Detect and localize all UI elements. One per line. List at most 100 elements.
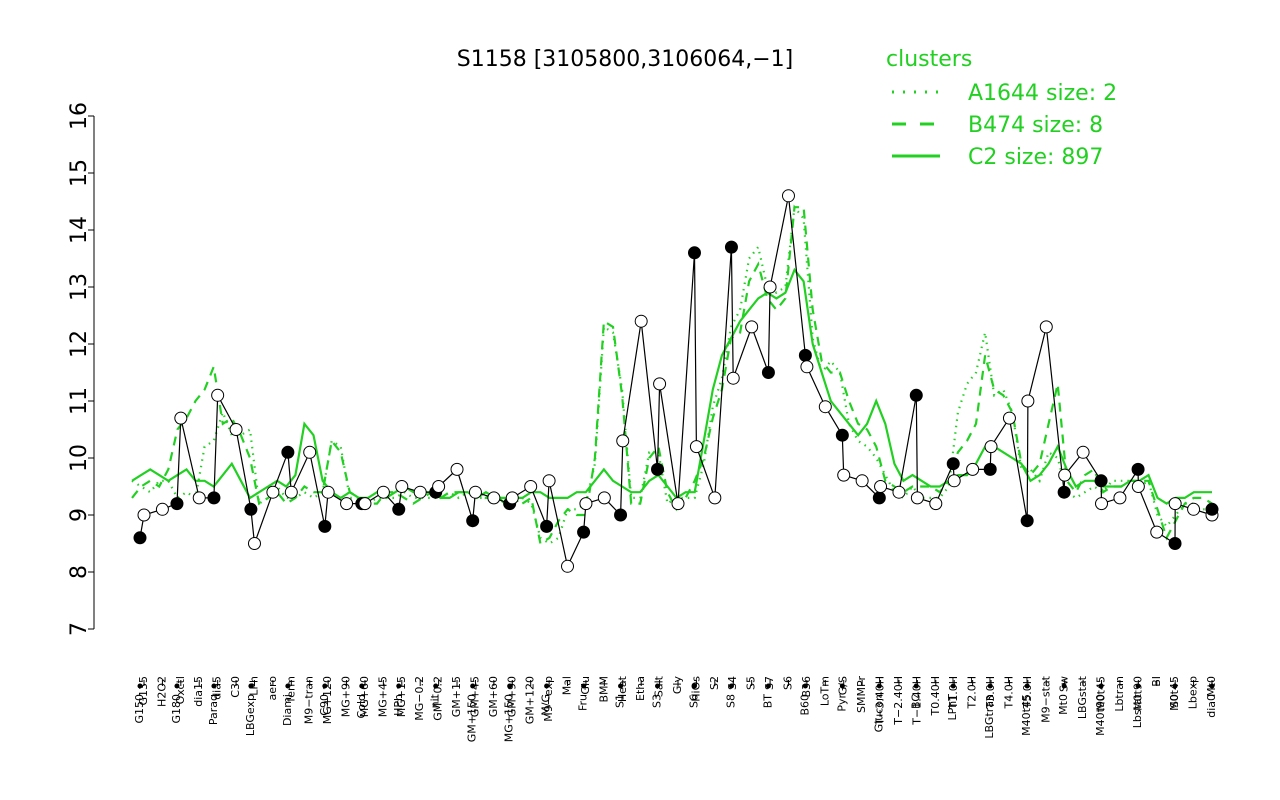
data-point <box>376 485 390 499</box>
x-tick-label: LBGstat <box>1076 675 1089 719</box>
x-tick-label: S0 <box>1168 694 1181 708</box>
data-point <box>1094 474 1108 488</box>
x-tick-label: Paraq <box>207 694 220 725</box>
x-tick-dot <box>876 683 882 689</box>
x-tick-label: S6 <box>781 676 794 690</box>
x-tick-label: Glucon <box>872 694 885 732</box>
data-point <box>1002 411 1016 425</box>
series-line-dashed <box>131 206 1213 546</box>
x-tick-dot <box>950 683 956 689</box>
x-tick-dot <box>987 683 993 689</box>
x-tick-dot <box>1098 683 1104 689</box>
x-tick-label: Lbtran <box>1113 676 1126 712</box>
x-tick-dot <box>470 683 476 689</box>
data-point <box>318 519 332 533</box>
y-tick-label: 15 <box>67 159 92 187</box>
legend-entry-b474: B474 size: 8 <box>968 113 1103 138</box>
x-tick-label: Heat <box>616 675 629 702</box>
x-tick-label: M0t45 <box>1095 676 1108 711</box>
x-tick-dot <box>359 683 365 689</box>
x-tick-dot <box>507 683 513 689</box>
data-point <box>689 440 703 454</box>
data-point <box>1021 394 1035 408</box>
data-point <box>155 502 169 516</box>
x-tick-label: G180 <box>170 694 183 724</box>
x-tick-dot <box>1135 683 1141 689</box>
x-tick-label: S6 <box>687 694 700 708</box>
x-tick-label: Mal <box>561 676 574 695</box>
x-tick-label: BT <box>761 694 774 709</box>
data-point <box>432 480 446 493</box>
data-point <box>303 445 317 459</box>
x-tick-label: MG−0.2 <box>413 676 426 721</box>
data-point <box>1113 491 1127 505</box>
y-tick-label: 9 <box>67 508 92 522</box>
x-tick-label: M40t45 <box>1020 694 1033 736</box>
data-point <box>321 485 335 499</box>
x-tick-label: S2 <box>708 676 721 690</box>
data-point <box>207 491 221 505</box>
x-tick-label: T0.40H <box>929 676 942 716</box>
x-tick-label: S3 <box>651 694 664 708</box>
x-tick-label: ferm <box>284 676 297 702</box>
x-tick-label: G135 <box>137 676 150 706</box>
x-tick-label: S1 <box>614 694 627 708</box>
data-point <box>1057 485 1071 499</box>
x-tick-label: BI <box>1150 676 1163 687</box>
legend-title: clusters <box>886 47 972 72</box>
x-tick-dot <box>396 683 402 689</box>
data-point <box>651 462 665 476</box>
x-tick-label: T5.0H <box>1021 676 1034 709</box>
x-tick-label: HiOs <box>689 676 702 702</box>
data-point <box>505 491 519 505</box>
y-axis: 7 8 9 10 11 12 13 14 15 16 <box>67 102 95 636</box>
data-point <box>798 348 812 362</box>
data-point <box>358 497 372 511</box>
x-tick-label: Lbexp <box>1187 676 1200 709</box>
legend-entry-c2: C2 size: 897 <box>968 145 1103 170</box>
data-point <box>247 537 261 550</box>
x-tick-label: S5 <box>745 676 758 690</box>
data-point <box>724 240 738 254</box>
data-point <box>137 508 151 522</box>
x-tick-label: C30 <box>229 676 242 698</box>
x-tick-dot <box>1024 683 1030 689</box>
data-point <box>946 457 960 471</box>
series-line-solid <box>131 267 1212 505</box>
x-tick-dot <box>913 683 919 689</box>
x-tick-dot <box>802 683 808 689</box>
x-tick-label: M0t45 <box>1168 676 1181 711</box>
x-tick-label: T−1.40H <box>910 676 923 726</box>
data-point <box>818 400 832 414</box>
x-tick-label: Pyr <box>835 694 848 712</box>
x-tick-dot <box>618 683 624 689</box>
x-tick-dot <box>433 683 439 689</box>
x-tick-label: S8 <box>724 694 737 708</box>
x-tick-label: LPh <box>247 676 260 696</box>
data-point <box>835 428 849 442</box>
data-point <box>281 445 295 459</box>
x-tick-label: GM+60 <box>487 676 500 717</box>
data-point <box>1168 537 1182 550</box>
data-connecting-line <box>139 195 1213 569</box>
x-tick-label: C90 <box>318 694 331 716</box>
x-tick-dot <box>248 683 254 689</box>
x-tick-dot <box>728 683 734 689</box>
data-point <box>1205 502 1219 516</box>
data-point <box>1168 497 1182 511</box>
data-point <box>671 497 685 511</box>
x-tick-label: M40t90 <box>1094 694 1107 736</box>
x-tick-label: LBGexp <box>244 694 257 736</box>
x-tick-dot <box>285 683 291 689</box>
x-tick-label: M9−stat <box>1039 675 1052 722</box>
x-tick-label: LBGtran <box>983 694 996 739</box>
data-point <box>211 388 225 402</box>
x-tick-label: MG+90 <box>340 676 353 717</box>
chart-title: S1158 [3105800,3106064,−1] <box>457 47 794 72</box>
data-point <box>561 559 575 573</box>
y-tick-label: 14 <box>67 216 92 244</box>
x-tick-label: dia5 <box>211 676 224 700</box>
x-tick-label: T4.0H <box>1002 676 1015 709</box>
x-tick-dot <box>1209 683 1215 689</box>
data-point <box>540 519 554 533</box>
